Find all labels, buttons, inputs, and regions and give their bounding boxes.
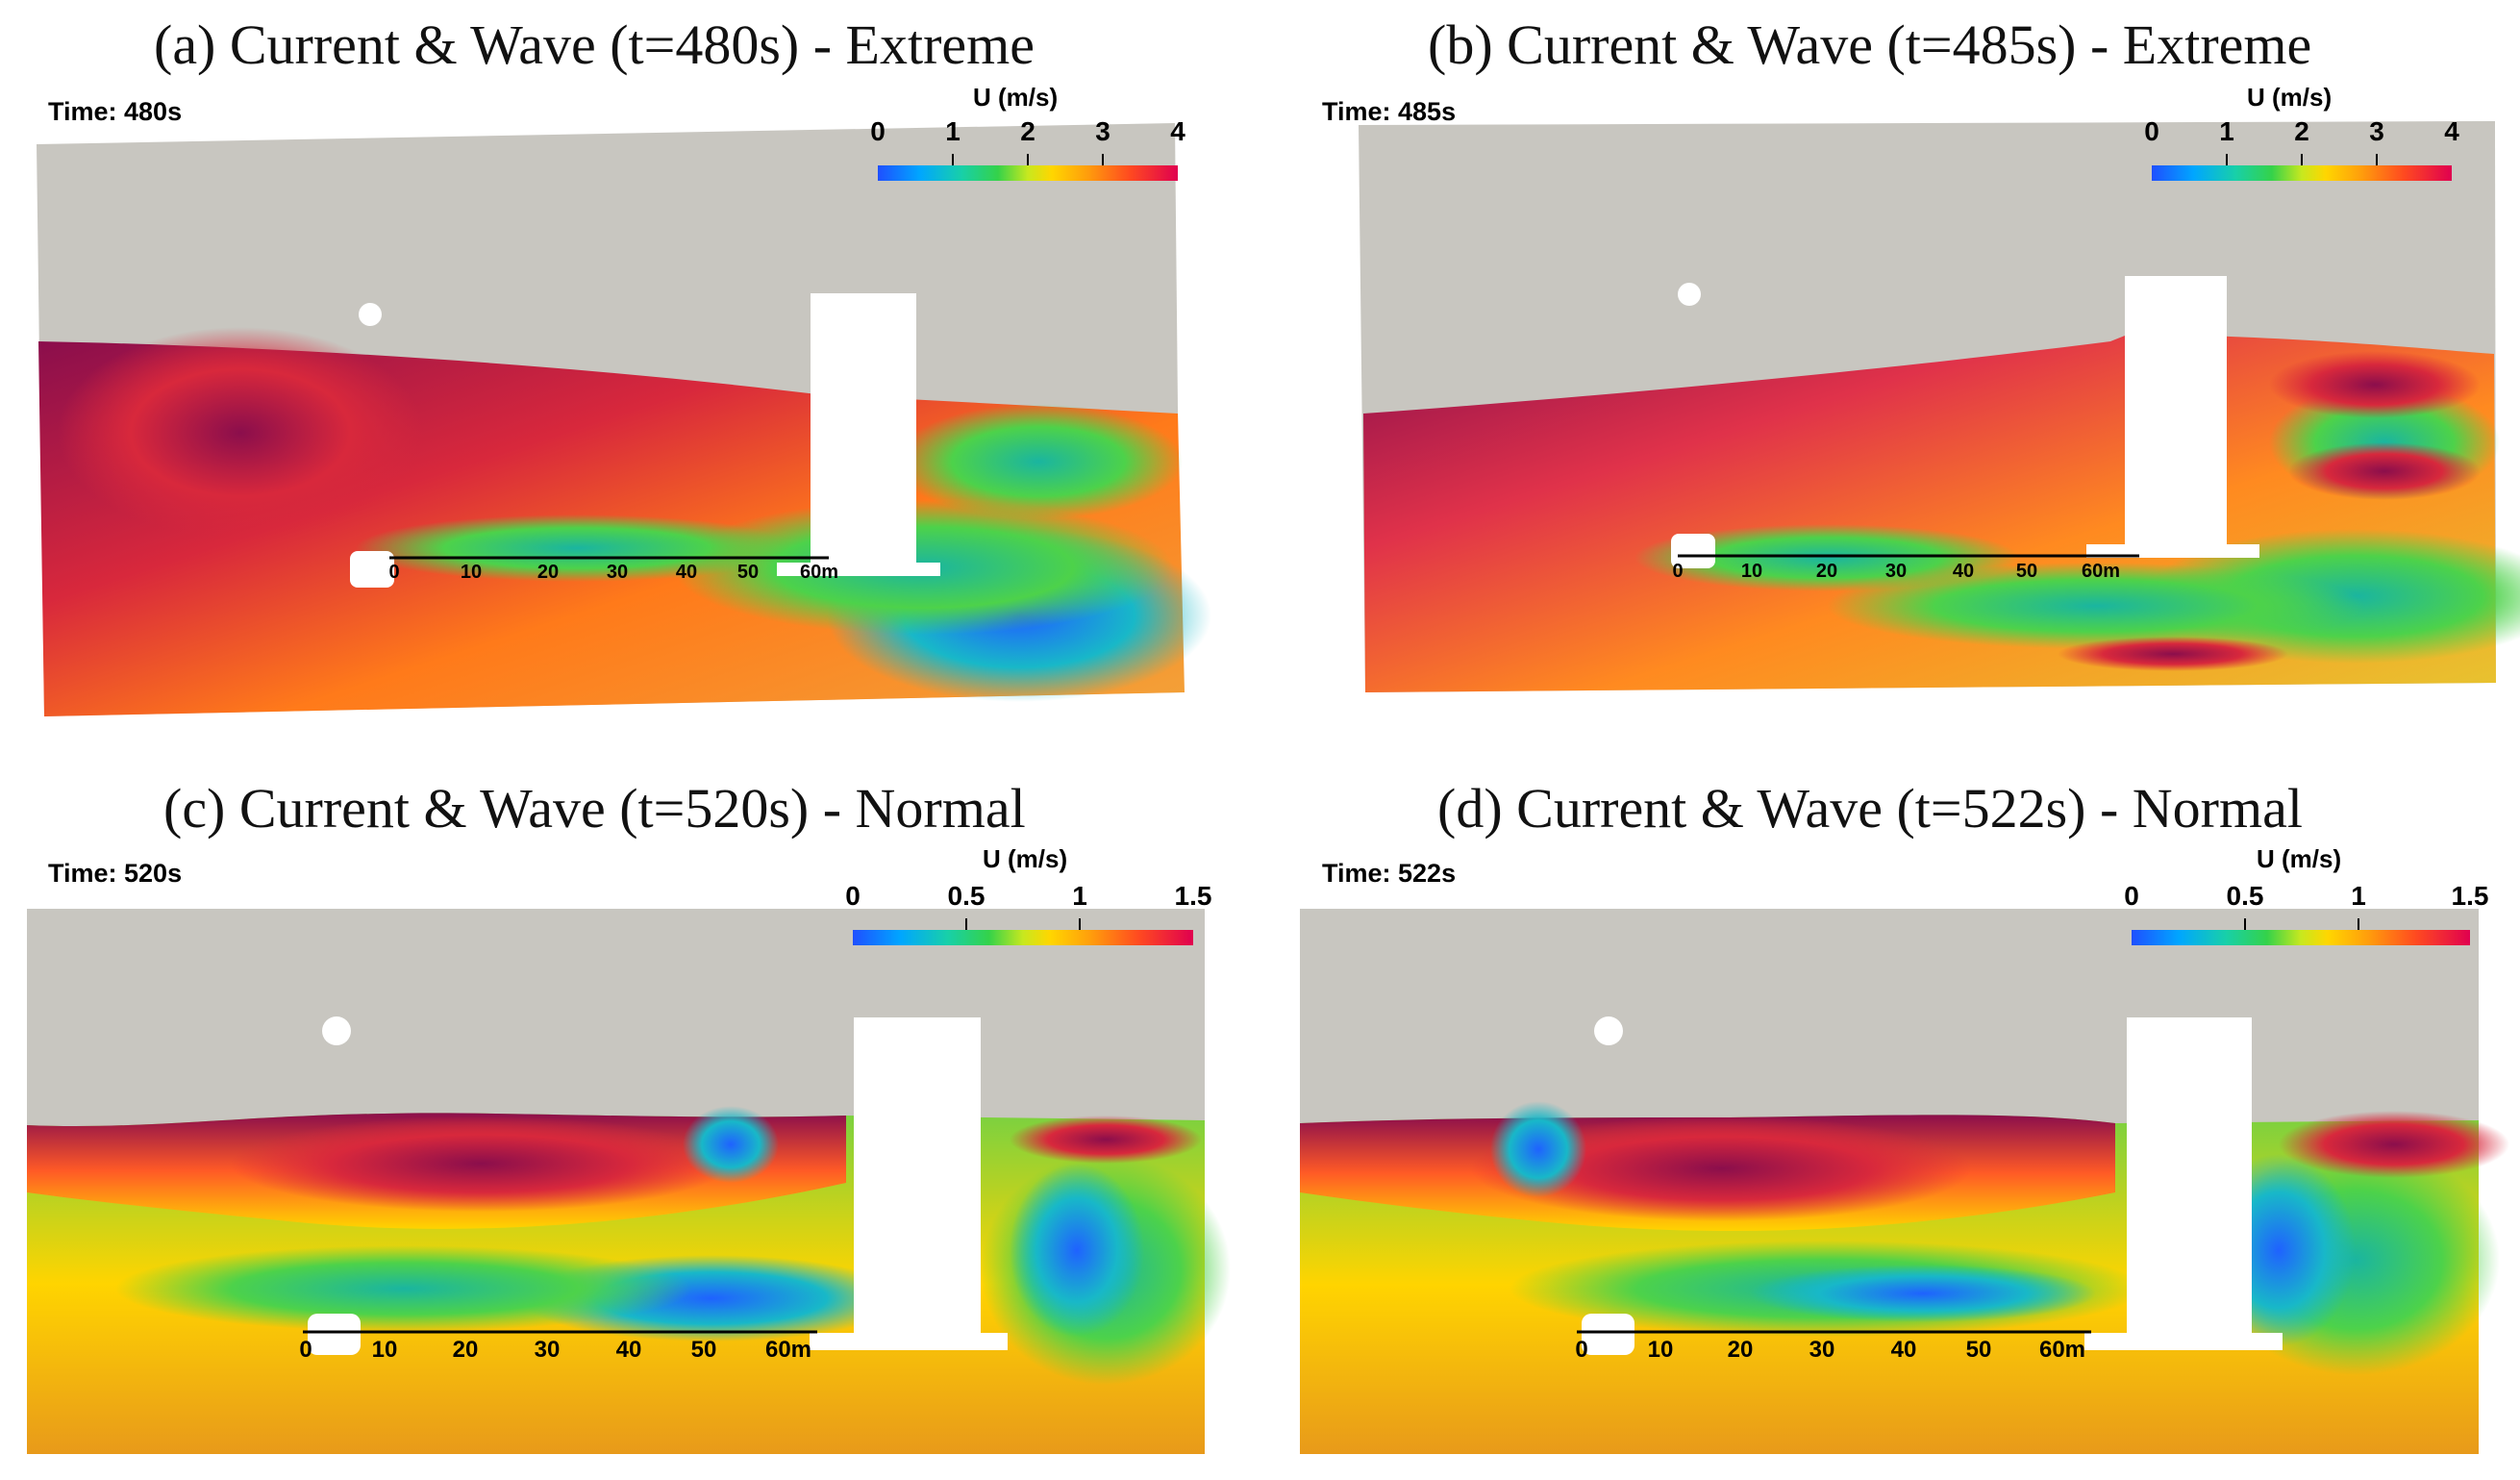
panel-a-colorbar-tick-3: 3: [1095, 116, 1110, 146]
panel-a-title: (a) Current & Wave (t=480s) - Extreme: [154, 13, 1035, 76]
panel-a-scale-tick: 40: [675, 562, 698, 583]
panel-a-scale-tick: 10: [460, 562, 483, 583]
panel-d-title: (d) Current & Wave (t=522s) - Normal: [1437, 777, 2303, 840]
panel-d-colorbar-tickmark: [2244, 918, 2246, 930]
panel-c-colorbar-tickmark: [965, 918, 967, 930]
panel-b-colorbar-tickmark: [2376, 154, 2378, 165]
panel-c-field: [27, 909, 1231, 1454]
panel-b-colorbar-tick-2: 2: [2294, 116, 2309, 146]
panel-b-colorbar-tick-3: 3: [2369, 116, 2384, 146]
panel-b-scale-tick: 50: [2015, 561, 2038, 582]
panel-c-scale-tick: 0: [299, 1337, 312, 1363]
panel-b-title: (b) Current & Wave (t=485s) - Extreme: [1428, 13, 2312, 76]
panel-a-colorbar-tick-4: 4: [1170, 116, 1185, 146]
panel-a-colorbar-tickmark: [1027, 154, 1029, 165]
panel-d-field: [1300, 909, 2509, 1454]
panel-c-scale-tick: 40: [615, 1337, 642, 1363]
panel-b-scale-tick: 0: [1672, 561, 1684, 582]
panel-d-scale-tick: 10: [1647, 1337, 1674, 1363]
panel-c-scale-tick: 50: [690, 1337, 717, 1363]
panel-b-time-label: Time: 485s: [1322, 97, 1457, 126]
panel-c-scale-tick: 20: [452, 1337, 479, 1363]
panel-c-time-label: Time: 520s: [48, 859, 183, 888]
panel-c-colorbar-tick-1: 0.5: [947, 881, 986, 911]
panel-c-title: (c) Current & Wave (t=520s) - Normal: [163, 777, 1026, 840]
panel-d-time-label: Time: 522s: [1322, 859, 1457, 888]
panel-c-colorbar-title: U (m/s): [983, 844, 1068, 873]
panel-b-scale-tick: 60m: [2081, 561, 2121, 582]
panel-b-colorbar-tick-1: 1: [2219, 116, 2234, 146]
panel-d-scale-tick: 50: [1965, 1337, 1992, 1363]
panel-b-colorbar-tick-0: 0: [2144, 116, 2159, 146]
panel-b-colorbar-title: U (m/s): [2247, 83, 2333, 112]
panel-b-scale-tick: 10: [1740, 561, 1763, 582]
panel-b-colorbar-tickmark: [2226, 154, 2228, 165]
panel-a-colorbar-tickmark: [952, 154, 954, 165]
panel-a-colorbar-title: U (m/s): [973, 83, 1059, 112]
panel-d-colorbar-title: U (m/s): [2257, 844, 2342, 873]
panel-b-colorbar-tickmark: [2301, 154, 2303, 165]
panel-a-colorbar-tick-0: 0: [870, 116, 886, 146]
panel-d-colorbar-tick-0: 0: [2124, 881, 2139, 911]
panel-a-field: [37, 123, 1211, 716]
panel-a-scale-tick: 0: [388, 562, 400, 583]
panel-d-colorbar-tick-1: 0.5: [2226, 881, 2264, 911]
panel-d-scale-tick: 30: [1809, 1337, 1835, 1363]
panel-d-colorbar-tick-3: 1.5: [2451, 881, 2489, 911]
panel-d-scale-tick: 0: [1575, 1337, 1588, 1363]
panel-a-scale-tick: 50: [736, 562, 760, 583]
panel-d-scale-tick: 40: [1890, 1337, 1917, 1363]
panel-a-time-label: Time: 480s: [48, 97, 183, 126]
panel-c-colorbar-tick-2: 1: [1072, 881, 1087, 911]
panel-b-scale-tick: 20: [1815, 561, 1838, 582]
panel-c-scale-tick: 10: [371, 1337, 398, 1363]
panel-a-scale-tick: 30: [606, 562, 629, 583]
panel-c-colorbar-tickmark: [1079, 918, 1081, 930]
panel-d-colorbar-tickmark: [2358, 918, 2359, 930]
panel-c-colorbar: [853, 930, 1193, 945]
panel-a-colorbar: [878, 165, 1178, 181]
panel-a-colorbar-tick-1: 1: [945, 116, 961, 146]
panel-d-scale-tick: 20: [1727, 1337, 1754, 1363]
panel-c-scale-tick: 30: [534, 1337, 561, 1363]
panel-b-colorbar-tick-4: 4: [2444, 116, 2459, 146]
panel-d-colorbar: [2132, 930, 2470, 945]
panel-b-field: [1359, 121, 2520, 692]
panel-a-colorbar-tickmark: [1102, 154, 1104, 165]
panel-d-colorbar-tick-2: 1: [2351, 881, 2366, 911]
panel-c-colorbar-tick-3: 1.5: [1174, 881, 1212, 911]
panel-a-scale-tick: 20: [536, 562, 560, 583]
panel-a-scale-tick: 60m: [799, 562, 839, 583]
panel-d-scale-tick: 60m: [2038, 1337, 2086, 1363]
panel-c-colorbar-tick-0: 0: [845, 881, 861, 911]
panel-c-scale-tick: 60m: [764, 1337, 812, 1363]
panel-b-scale-tick: 40: [1952, 561, 1975, 582]
panel-b-colorbar: [2152, 165, 2452, 181]
panel-a-colorbar-tick-2: 2: [1020, 116, 1035, 146]
panel-b-scale-tick: 30: [1884, 561, 1908, 582]
